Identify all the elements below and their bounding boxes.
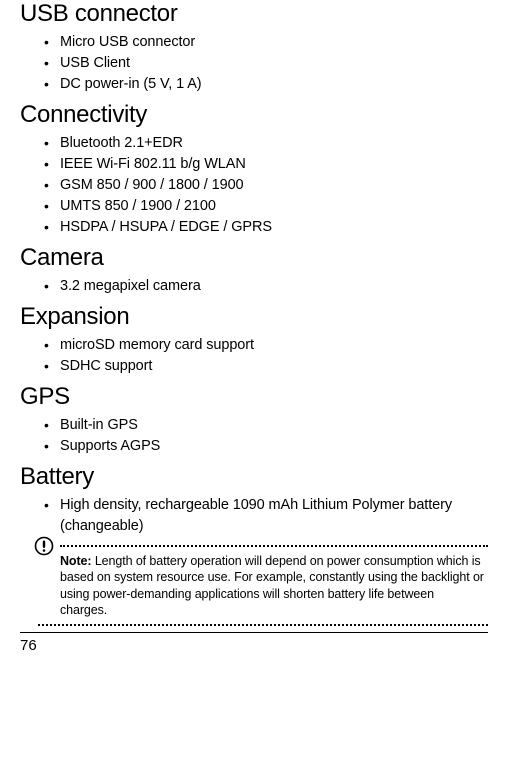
section-heading-battery: Battery [20,463,488,491]
section-heading-expansion: Expansion [20,303,488,331]
list-item: SDHC support [44,356,488,377]
list-item: Supports AGPS [44,436,488,457]
note-divider-bottom [38,624,488,626]
list-item: Micro USB connector [44,32,488,53]
list-item: IEEE Wi-Fi 802.11 b/g WLAN [44,154,488,175]
list-item: microSD memory card support [44,335,488,356]
section-heading-gps: GPS [20,383,488,411]
section-list-camera: 3.2 megapixel camera [20,276,488,297]
page-number: 76 [20,637,488,654]
warning-icon [34,536,54,556]
list-item: HSDPA / HSUPA / EDGE / GPRS [44,217,488,238]
footer-divider [20,632,488,633]
list-item: Built-in GPS [44,415,488,436]
section-heading-connectivity: Connectivity [20,101,488,129]
section-list-usb: Micro USB connector USB Client DC power-… [20,32,488,95]
note-block: Note: Length of battery operation will d… [38,545,488,626]
list-item: USB Client [44,53,488,74]
list-item: GSM 850 / 900 / 1800 / 1900 [44,175,488,196]
section-list-battery: High density, rechargeable 1090 mAh Lith… [20,495,488,537]
list-item: UMTS 850 / 1900 / 2100 [44,196,488,217]
list-item: Bluetooth 2.1+EDR [44,133,488,154]
section-list-gps: Built-in GPS Supports AGPS [20,415,488,457]
note-text: Note: Length of battery operation will d… [38,547,488,624]
list-item: DC power-in (5 V, 1 A) [44,74,488,95]
section-heading-camera: Camera [20,244,488,272]
section-list-connectivity: Bluetooth 2.1+EDR IEEE Wi-Fi 802.11 b/g … [20,133,488,238]
note-label: Note: [60,554,91,568]
section-heading-usb: USB connector [20,0,488,28]
list-item: High density, rechargeable 1090 mAh Lith… [44,495,488,537]
section-list-expansion: microSD memory card support SDHC support [20,335,488,377]
list-item: 3.2 megapixel camera [44,276,488,297]
note-content: Length of battery operation will depend … [60,554,484,617]
page-content: USB connector Micro USB connector USB Cl… [20,0,488,654]
